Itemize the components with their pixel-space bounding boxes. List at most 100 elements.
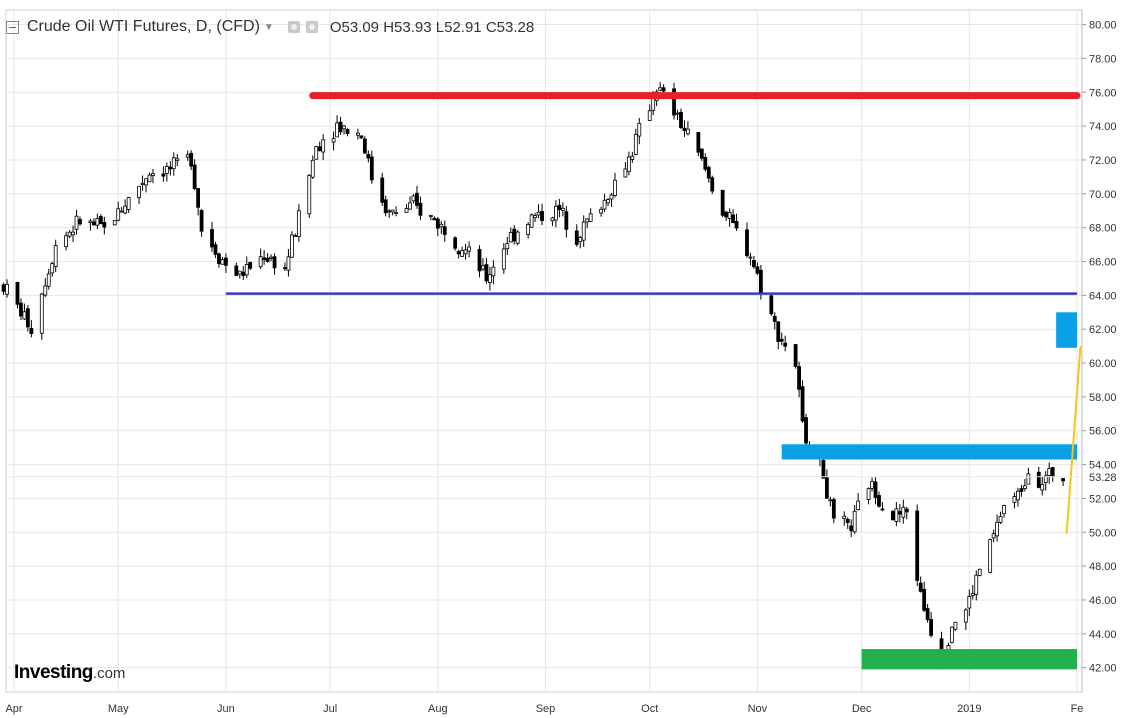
candle-down [432, 217, 437, 221]
candle-down [262, 257, 267, 260]
high-label: H [383, 18, 395, 36]
candle-up [686, 128, 690, 135]
y-tick-label: 60.00 [1089, 358, 1117, 370]
candle-down [383, 199, 388, 214]
candle-up [1016, 490, 1020, 501]
candle-down [366, 153, 371, 159]
candle-up [585, 218, 590, 223]
instrument-title: Crude Oil WTI Futures, D, (CFD) [27, 18, 260, 35]
candle-up [1026, 473, 1031, 485]
candle-up [467, 246, 471, 252]
candle-up [43, 285, 48, 296]
y-tick-label: 54.00 [1089, 460, 1117, 472]
y-tick-label: 58.00 [1089, 392, 1117, 404]
x-tick-label: Aug [428, 703, 448, 715]
candle-down [1, 284, 6, 292]
candle-down [918, 582, 923, 592]
candle-up [140, 182, 145, 186]
candle-down [880, 508, 885, 511]
logo-brand: Investing [14, 662, 93, 683]
candle-down [241, 271, 246, 277]
candle-down [272, 256, 277, 269]
candle-up [244, 264, 249, 276]
candle-up [404, 208, 409, 213]
candle-up [321, 139, 326, 153]
candle-up [588, 213, 593, 222]
candle-up [126, 197, 131, 210]
y-tick-label: 46.00 [1089, 595, 1117, 607]
candle-up [970, 592, 975, 596]
candle-up [963, 609, 968, 623]
candle-down [557, 204, 562, 211]
y-tick-label: 80.00 [1089, 20, 1117, 32]
x-tick-label: 2019 [957, 703, 981, 715]
low-label: L [435, 18, 445, 36]
logo-suffix: .com [92, 665, 126, 682]
candle-down [283, 267, 287, 270]
candle-down [19, 302, 23, 317]
candle-up [529, 214, 534, 228]
candle-down [359, 135, 364, 139]
candle-down [102, 221, 107, 228]
candle-down [922, 588, 927, 611]
candle-up [39, 293, 44, 334]
candle-down [196, 188, 201, 208]
candle-down [1036, 471, 1041, 488]
candle-up [394, 211, 399, 214]
candle-down [672, 88, 676, 116]
candle-up [67, 231, 72, 237]
candle-down [338, 121, 343, 133]
y-tick-label: 66.00 [1089, 256, 1117, 268]
x-tick-label: Dec [852, 703, 872, 715]
candle-up [977, 568, 982, 576]
candle-up [310, 159, 315, 178]
candle-down [540, 210, 544, 222]
close-value: 53.28 [496, 18, 535, 36]
candle-up [314, 146, 319, 160]
dropdown-caret-icon[interactable]: ▼ [263, 21, 274, 33]
candle-down [192, 164, 197, 190]
candle-down [234, 265, 239, 276]
candle-up [675, 112, 680, 115]
candle-up [1012, 496, 1017, 503]
y-tick-label: 50.00 [1089, 527, 1117, 539]
candle-down [213, 244, 218, 255]
candle-up [1022, 485, 1027, 489]
candle-up [185, 154, 190, 158]
candle-down [265, 257, 270, 262]
candle-up [536, 211, 541, 216]
x-tick-label: May [108, 703, 129, 715]
open-value: 53.09 [341, 18, 380, 36]
candle-down [161, 173, 166, 177]
candle-down [78, 219, 82, 225]
candle-down [1050, 467, 1055, 477]
candle-up [894, 508, 899, 522]
support-zone-low [861, 649, 1077, 670]
candle-up [1002, 505, 1006, 515]
candle-down [564, 211, 569, 230]
candle-down [199, 210, 204, 232]
candle-down [724, 211, 729, 218]
candle-down [845, 519, 850, 524]
candle-down [734, 221, 739, 229]
candle-up [428, 215, 433, 217]
candle-up [560, 207, 565, 211]
collapse-icon[interactable] [6, 20, 19, 34]
low-value: 52.91 [444, 18, 482, 36]
y-tick-label: 74.00 [1089, 121, 1117, 133]
candle-up [606, 199, 610, 204]
candle-up [526, 224, 531, 235]
candle-up [991, 533, 996, 539]
candle-up [505, 243, 510, 250]
candle-up [237, 270, 242, 275]
candle-up [5, 283, 9, 295]
ohlc-readout: O53.09 H53.93 L52.91 C53.28 [330, 19, 534, 36]
candle-down [415, 192, 419, 206]
y-tick-label: 68.00 [1089, 223, 1117, 235]
candle-up [866, 488, 871, 500]
settings-icon[interactable] [287, 21, 300, 33]
candle-up [307, 175, 312, 215]
candle-down [210, 229, 214, 248]
close-study-icon[interactable] [305, 21, 318, 33]
